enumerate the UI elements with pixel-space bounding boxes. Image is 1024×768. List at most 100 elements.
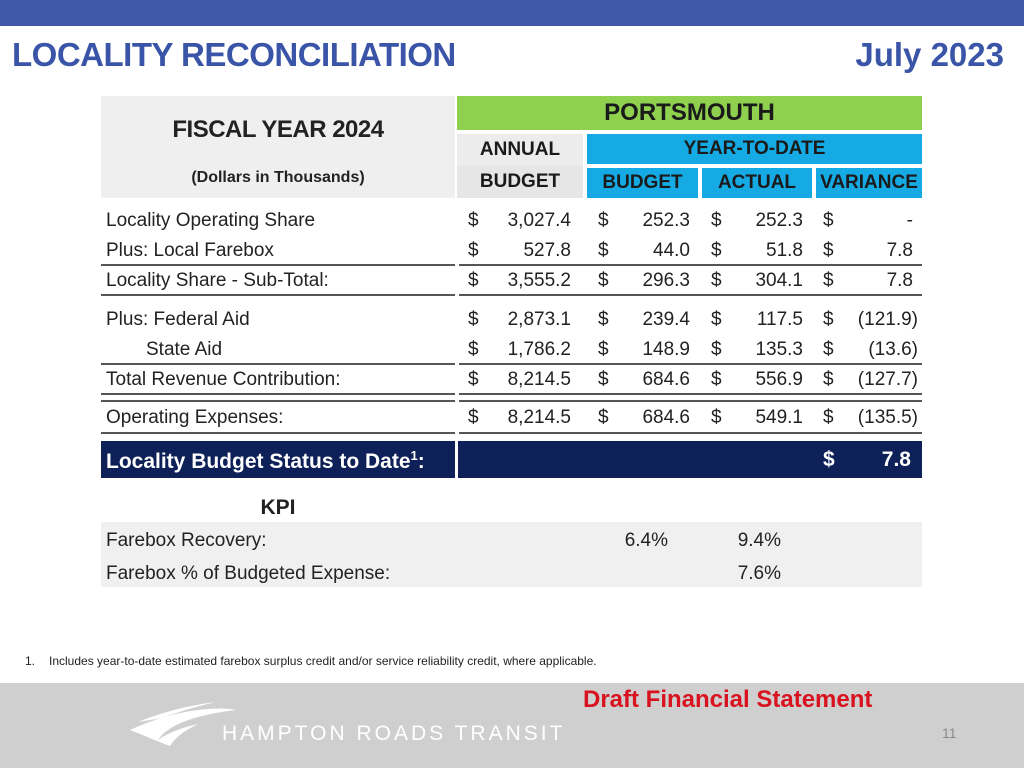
kpi-label: Farebox % of Budgeted Expense: <box>106 563 391 584</box>
row-label: Plus: Federal Aid <box>106 309 250 330</box>
table-row: Total Revenue Contribution: $ 8,214.5 $ … <box>101 366 922 396</box>
table-row: State Aid $ 1,786.2 $ 148.9 $ 135.3 $ (1… <box>101 336 922 366</box>
currency-sign: $ <box>823 369 834 390</box>
currency-sign: $ <box>468 407 479 428</box>
status-label-text: Locality Budget Status to Date <box>106 450 411 473</box>
divider <box>459 264 922 266</box>
budget-value: 252.3 <box>642 210 690 231</box>
currency-sign: $ <box>598 407 609 428</box>
kpi-row: Farebox Recovery: 6.4% 9.4% <box>101 524 922 554</box>
kpi-label: Farebox Recovery: <box>106 530 267 551</box>
table-row: Operating Expenses: $ 8,214.5 $ 684.6 $ … <box>101 404 922 434</box>
hrt-logo-text: HAMPTON ROADS TRANSIT <box>222 722 566 745</box>
kpi-actual-value: 7.6% <box>737 563 781 584</box>
row-label: State Aid <box>146 339 223 360</box>
variance-value: 7.8 <box>886 240 913 261</box>
currency-sign: $ <box>711 270 722 291</box>
currency-sign: $ <box>468 270 479 291</box>
budget-value: 684.6 <box>642 369 690 390</box>
actual-value: 556.9 <box>755 369 803 390</box>
currency-sign: $ <box>598 270 609 291</box>
currency-sign: $ <box>711 240 722 261</box>
currency-sign: $ <box>711 369 722 390</box>
currency-sign: $ <box>468 240 479 261</box>
row-label: Locality Operating Share <box>106 210 316 231</box>
divider <box>101 264 455 266</box>
divider <box>101 432 455 434</box>
footnote: 1. Includes year-to-date estimated farebo… <box>25 654 597 668</box>
annual-header-line2: BUDGET <box>457 166 583 198</box>
currency-sign: $ <box>598 369 609 390</box>
currency-sign: $ <box>711 339 722 360</box>
divider <box>101 400 455 402</box>
divider <box>459 432 922 434</box>
footnote-ref: 1 <box>410 448 418 463</box>
row-label: Plus: Local Farebox <box>106 240 274 261</box>
currency-sign: $ <box>468 339 479 360</box>
annual-value: 3,555.2 <box>507 270 571 291</box>
table-row: Plus: Local Farebox $ 527.8 $ 44.0 $ 51.… <box>101 237 922 267</box>
hrt-logo-swoosh-icon <box>130 702 236 746</box>
ytd-header: YEAR-TO-DATE <box>587 134 922 164</box>
divider <box>101 393 455 395</box>
variance-value: (13.6) <box>868 339 918 360</box>
divider <box>459 363 922 365</box>
currency-sign: $ <box>468 309 479 330</box>
table-row: Plus: Federal Aid $ 2,873.1 $ 239.4 $ 11… <box>101 306 922 336</box>
locality-header: PORTSMOUTH <box>457 96 922 130</box>
currency-sign: $ <box>823 270 834 291</box>
variance-value: - <box>906 210 913 231</box>
budget-value: 239.4 <box>642 309 690 330</box>
budget-value: 296.3 <box>642 270 690 291</box>
currency-sign: $ <box>823 240 834 261</box>
row-label: Total Revenue Contribution: <box>106 369 341 390</box>
actual-value: 549.1 <box>755 407 803 428</box>
variance-value: (135.5) <box>857 407 918 428</box>
report-date: July 2023 <box>855 36 1004 73</box>
currency-sign: $ <box>711 309 722 330</box>
actual-value: 304.1 <box>755 270 803 291</box>
currency-sign: $ <box>823 339 834 360</box>
kpi-budget-value: 6.4% <box>624 530 668 551</box>
budget-value: 148.9 <box>642 339 690 360</box>
fiscal-year-label: FISCAL YEAR 2024 <box>172 116 384 143</box>
currency-sign: $ <box>598 339 609 360</box>
annual-value: 8,214.5 <box>507 369 571 390</box>
currency-sign: $ <box>598 309 609 330</box>
budget-value: 44.0 <box>653 240 690 261</box>
currency-sign: $ <box>823 210 834 231</box>
kpi-table: Farebox Recovery: 6.4% 9.4% Farebox % of… <box>101 522 922 587</box>
row-label: Operating Expenses: <box>106 407 284 428</box>
divider <box>459 294 922 296</box>
fiscal-year-header: FISCAL YEAR 2024 (Dollars in Thousands) <box>101 96 455 198</box>
ytd-variance-header: VARIANCE <box>816 168 922 198</box>
currency-sign: $ <box>823 448 835 471</box>
top-bar <box>0 0 1024 26</box>
currency-sign: $ <box>711 407 722 428</box>
annual-value: 8,214.5 <box>507 407 571 428</box>
page-title: LOCALITY RECONCILIATION <box>12 36 456 73</box>
status-label: Locality Budget Status to Date1: <box>106 448 425 474</box>
footnote-text: Includes year-to-date estimated farebox … <box>49 654 597 668</box>
ytd-budget-header: BUDGET <box>587 168 698 198</box>
divider <box>459 393 922 395</box>
currency-sign: $ <box>598 240 609 261</box>
draft-label: Draft Financial Statement <box>583 686 873 713</box>
variance-value: (127.7) <box>857 369 918 390</box>
units-label: (Dollars in Thousands) <box>191 169 365 186</box>
status-value: 7.8 <box>881 448 911 471</box>
annual-value: 2,873.1 <box>507 309 571 330</box>
currency-sign: $ <box>711 210 722 231</box>
divider <box>101 363 455 365</box>
currency-sign: $ <box>468 369 479 390</box>
table-row: Locality Operating Share $ 3,027.4 $ 252… <box>101 207 922 237</box>
kpi-actual-value: 9.4% <box>737 530 781 551</box>
ytd-actual-header: ACTUAL <box>702 168 812 198</box>
annual-header-line1: ANNUAL <box>457 134 583 166</box>
budget-status-row: Locality Budget Status to Date1: $ 7.8 <box>101 441 922 478</box>
footnote-number: 1. <box>25 654 36 668</box>
status-separator <box>455 441 458 478</box>
annual-value: 3,027.4 <box>507 210 571 231</box>
status-colon: : <box>417 450 425 473</box>
annual-budget-header: ANNUAL BUDGET <box>457 134 583 198</box>
